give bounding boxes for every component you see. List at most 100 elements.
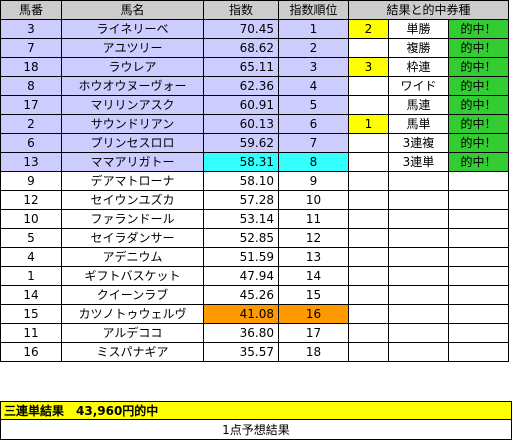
cell-umaban: 12	[0, 190, 62, 210]
cell-horse-name: サウンドリアン	[61, 114, 204, 134]
cell-rank: 15	[278, 285, 349, 305]
cell-ticket-type: 馬単	[388, 114, 449, 134]
cell-rank: 9	[278, 171, 349, 191]
header-kekka: 結果と的中券種	[348, 0, 509, 20]
table-row: 4 アデニウム 51.59 13	[0, 247, 509, 267]
cell-ticket-type: 枠連	[388, 57, 449, 77]
cell-score: 70.45	[203, 19, 279, 39]
cell-umaban: 18	[0, 57, 62, 77]
footer-caption: 1点予想結果	[0, 420, 512, 440]
cell-empty	[388, 304, 449, 324]
table-row: 11 アルデココ 36.80 17	[0, 323, 509, 343]
cell-hit-badge: 的中！	[448, 95, 509, 115]
cell-umaban: 3	[0, 19, 62, 39]
cell-empty	[388, 190, 449, 210]
cell-empty	[448, 171, 509, 191]
table-row: 5 セイラダンサー 52.85 12	[0, 228, 509, 248]
cell-horse-name: ホウオウヌーヴォー	[61, 76, 204, 96]
cell-hit-badge: 的中！	[448, 152, 509, 172]
cell-result-place: 1	[348, 114, 389, 134]
cell-empty	[388, 171, 449, 191]
cell-rank: 17	[278, 323, 349, 343]
cell-horse-name: ギフトバスケット	[61, 266, 204, 286]
cell-score: 68.62	[203, 38, 279, 58]
header-shisu: 指数	[203, 0, 279, 20]
cell-umaban: 2	[0, 114, 62, 134]
horse-index-table: 馬番 馬名 指数 指数順位 結果と的中券種 3 ライネリーベ 70.45 1 2 単勝 的中…	[0, 0, 509, 362]
cell-rank: 6	[278, 114, 349, 134]
cell-rank: 2	[278, 38, 349, 58]
cell-rank: 16	[278, 304, 349, 324]
cell-umaban: 10	[0, 209, 62, 229]
cell-ticket-type: 3連複	[388, 133, 449, 153]
table-row: 13 ママアリガトー 58.31 8 3連単 的中！	[0, 152, 509, 172]
cell-score: 58.10	[203, 171, 279, 191]
cell-horse-name: ライネリーベ	[61, 19, 204, 39]
cell-empty	[348, 171, 389, 191]
cell-umaban: 8	[0, 76, 62, 96]
table-row: 12 セイウンユズカ 57.28 10	[0, 190, 509, 210]
cell-horse-name: セイラダンサー	[61, 228, 204, 248]
cell-result-place	[348, 38, 389, 58]
cell-horse-name: プリンセスロロ	[61, 133, 204, 153]
cell-rank: 4	[278, 76, 349, 96]
cell-score: 65.11	[203, 57, 279, 77]
cell-umaban: 6	[0, 133, 62, 153]
cell-horse-name: ラウレア	[61, 57, 204, 77]
cell-score: 60.91	[203, 95, 279, 115]
header-row: 馬番 馬名 指数 指数順位 結果と的中券種	[0, 0, 509, 20]
table-row: 7 アユツリー 68.62 2 複勝 的中！	[0, 38, 509, 58]
cell-umaban: 16	[0, 342, 62, 362]
cell-hit-badge: 的中！	[448, 19, 509, 39]
cell-empty	[348, 209, 389, 229]
cell-score: 60.13	[203, 114, 279, 134]
table-row: 14 クイーンラブ 45.26 15	[0, 285, 509, 305]
cell-horse-name: アデニウム	[61, 247, 204, 267]
cell-empty	[388, 209, 449, 229]
cell-empty	[348, 190, 389, 210]
cell-score: 52.85	[203, 228, 279, 248]
cell-empty	[448, 247, 509, 267]
cell-hit-badge: 的中！	[448, 38, 509, 58]
cell-ticket-type: 単勝	[388, 19, 449, 39]
table-row: 17 マリリンアスク 60.91 5 馬連 的中！	[0, 95, 509, 115]
cell-umaban: 4	[0, 247, 62, 267]
cell-score: 53.14	[203, 209, 279, 229]
cell-empty	[388, 285, 449, 305]
cell-horse-name: カツノトゥウェルヴ	[61, 304, 204, 324]
cell-horse-name: デアマトローナ	[61, 171, 204, 191]
cell-empty	[348, 285, 389, 305]
cell-ticket-type: ワイド	[388, 76, 449, 96]
cell-empty	[348, 228, 389, 248]
cell-empty	[348, 342, 389, 362]
cell-score: 36.80	[203, 323, 279, 343]
cell-empty	[388, 247, 449, 267]
cell-empty	[388, 228, 449, 248]
table-row: 10 ファランドール 53.14 11	[0, 209, 509, 229]
cell-empty	[348, 304, 389, 324]
cell-rank: 10	[278, 190, 349, 210]
cell-score: 45.26	[203, 285, 279, 305]
cell-empty	[348, 247, 389, 267]
cell-rank: 8	[278, 152, 349, 172]
cell-horse-name: ファランドール	[61, 209, 204, 229]
cell-umaban: 15	[0, 304, 62, 324]
cell-horse-name: クイーンラブ	[61, 285, 204, 305]
cell-result-place	[348, 76, 389, 96]
cell-umaban: 14	[0, 285, 62, 305]
summary-bar: 三連単結果 43,960円的中	[0, 401, 512, 420]
cell-result-place	[348, 133, 389, 153]
table-row: 1 ギフトバスケット 47.94 14	[0, 266, 509, 286]
table-row: 8 ホウオウヌーヴォー 62.36 4 ワイド 的中！	[0, 76, 509, 96]
cell-empty	[388, 342, 449, 362]
cell-rank: 3	[278, 57, 349, 77]
cell-result-place: 3	[348, 57, 389, 77]
cell-rank: 11	[278, 209, 349, 229]
cell-score: 35.57	[203, 342, 279, 362]
cell-rank: 5	[278, 95, 349, 115]
cell-ticket-type: 複勝	[388, 38, 449, 58]
table-row: 2 サウンドリアン 60.13 6 1 馬単 的中！	[0, 114, 509, 134]
table-row: 15 カツノトゥウェルヴ 41.08 16	[0, 304, 509, 324]
cell-result-place	[348, 95, 389, 115]
